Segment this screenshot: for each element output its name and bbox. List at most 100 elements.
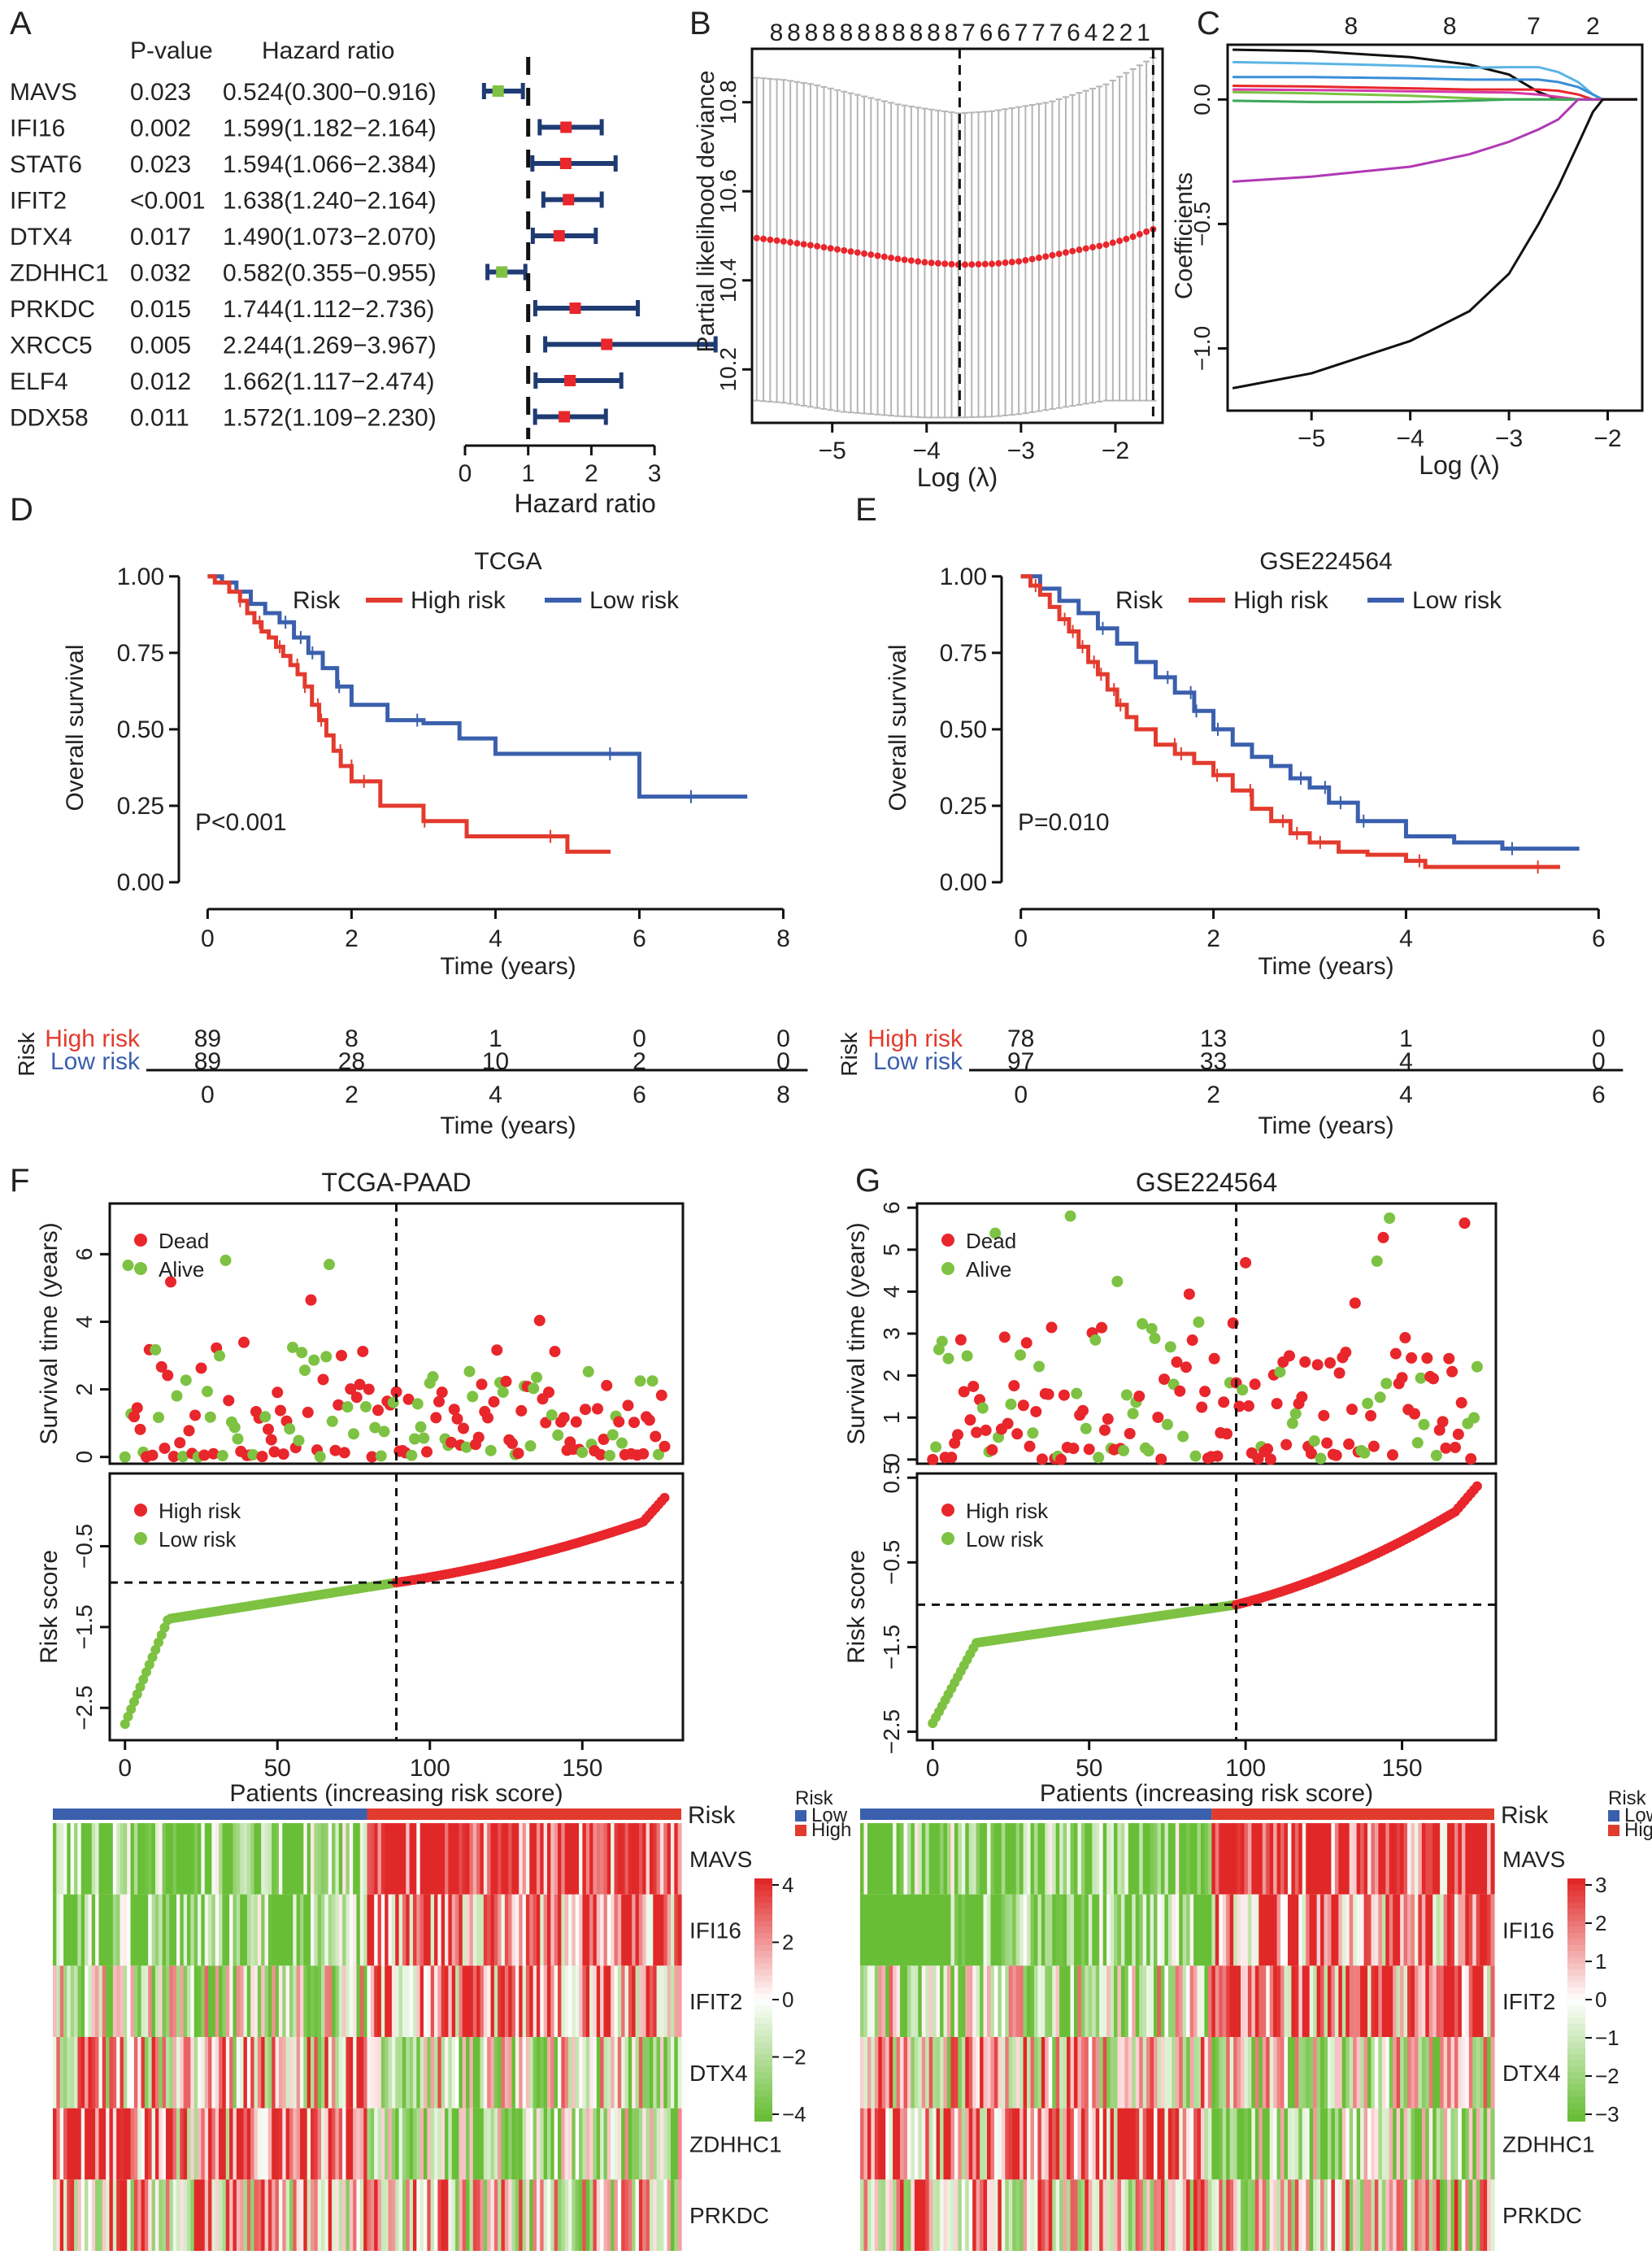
heatmap-cell [1490, 2037, 1495, 2109]
heatmap-cell [572, 2037, 576, 2109]
heatmap-cell [1135, 1894, 1140, 1966]
heatmap-cell [954, 1965, 959, 2037]
x-tick-label: −3 [1495, 425, 1523, 452]
dead-point [1242, 1400, 1254, 1412]
heatmap-cell [1128, 2108, 1132, 2180]
heatmap-cell [946, 2179, 952, 2251]
heatmap-cell [198, 1965, 202, 2037]
heatmap-cell [342, 1894, 347, 1966]
dead-point [1152, 1411, 1164, 1423]
hr-ci-label: 0.524(0.300−0.916) [223, 79, 437, 106]
heatmap-cell [656, 1965, 661, 2037]
heatmap-cell [980, 2108, 985, 2180]
km-curve-high [207, 574, 611, 854]
heatmap-cell [243, 2037, 248, 2109]
color-scale-step [754, 2005, 772, 2013]
heatmap-cell [462, 2108, 467, 2180]
heatmap-cell [59, 2108, 64, 2180]
heatmap-cell [617, 1823, 622, 1895]
alive-point [653, 1448, 664, 1460]
heatmap-cell [1324, 1823, 1328, 1895]
heatmap-cell [878, 1823, 883, 1895]
heatmap-cell [1241, 2108, 1246, 2180]
heatmap-cell [1241, 2037, 1246, 2109]
deviance-point [880, 253, 888, 260]
heatmap-cell [1175, 1823, 1180, 1895]
dead-point [967, 1380, 980, 1392]
heatmap-cell [1483, 1965, 1488, 2037]
heatmap-cell [1284, 1823, 1289, 1895]
heatmap-cell [1454, 2108, 1459, 2180]
heatmap-cell [1316, 2037, 1321, 2109]
heatmap-cell [80, 2037, 85, 2109]
gene-label: IFI16 [10, 115, 65, 142]
heatmap-cell [1211, 2037, 1216, 2109]
heatmap-cell [1487, 2179, 1492, 2251]
heatmap-cell [874, 1894, 879, 1966]
heatmap-cell [116, 1823, 121, 1895]
heatmap-cell [455, 1965, 460, 2037]
heatmap-cell [1385, 1965, 1390, 2037]
heatmap-cell [476, 1965, 481, 2037]
alive-point [204, 1411, 216, 1423]
heatmap-cell [451, 1965, 456, 2037]
heatmap-cell [116, 1965, 121, 2037]
heatmap-cell [653, 2108, 658, 2180]
heatmap-cell [533, 2108, 537, 2180]
heatmap-cell [1175, 1965, 1180, 2037]
heatmap-cell [346, 2037, 350, 2109]
heatmap-cell [632, 1894, 637, 1966]
dead-point [1180, 1361, 1192, 1373]
heatmap-cell [1135, 2108, 1140, 2180]
heatmap-cell [321, 1823, 325, 1895]
heatmap-cell [519, 1965, 524, 2037]
heatmap-cell [903, 2179, 908, 2251]
heatmap-cell [144, 1894, 149, 1966]
dead-point [1030, 1405, 1042, 1417]
heatmap-cell [176, 2108, 180, 2180]
heatmap-cell [1428, 1823, 1433, 1895]
heatmap-cell [871, 1823, 876, 1895]
heatmap-cell [983, 2179, 988, 2251]
heatmap-cell [606, 2108, 611, 2180]
heatmap-cell [1428, 2037, 1433, 2109]
heatmap-cell [617, 1894, 622, 1966]
heatmap-cell [1334, 2108, 1339, 2180]
heatmap-cell [412, 2108, 417, 2180]
heatmap-cell [1447, 2108, 1452, 2180]
color-scale-step [754, 1951, 772, 1958]
heatmap-cell [317, 2179, 322, 2251]
deviance-point [1109, 239, 1116, 246]
heatmap-cell [1487, 1823, 1492, 1895]
heatmap-cell [1374, 2037, 1379, 2109]
dead-point [1133, 1391, 1146, 1403]
dead-point [372, 1404, 384, 1417]
dead-point [1446, 1365, 1459, 1378]
heatmap-cell [88, 2179, 93, 2251]
color-scale-step [754, 2096, 772, 2104]
heatmap-cell [109, 1823, 114, 1895]
heatmap-gene-label: IFI16 [1502, 1918, 1554, 1943]
heatmap-cell [233, 1965, 237, 2037]
heatmap-cell [1269, 1823, 1274, 1895]
panel-label-f: F [10, 1163, 29, 1199]
alive-point [293, 1434, 305, 1447]
heatmap-cell [1106, 2037, 1111, 2109]
heatmap-cell [130, 1894, 135, 1966]
heatmap-cell [359, 2108, 364, 2180]
heatmap-cell [1443, 2037, 1448, 2109]
heatmap-cell [889, 1894, 893, 1966]
y-tick-label: 10.6 [715, 169, 741, 214]
heatmap-cell [1468, 2037, 1473, 2109]
heatmap-cell [229, 1823, 234, 1895]
heatmap-cell [1073, 1965, 1079, 2037]
heatmap-cell [554, 2179, 559, 2251]
heatmap-cell [176, 1965, 180, 2037]
heatmap-cell [59, 2179, 64, 2251]
heatmap-cell [1385, 2179, 1390, 2251]
heatmap-cell [925, 1823, 930, 1895]
heatmap-cell [1233, 2037, 1238, 2109]
heatmap-cell [201, 1965, 206, 2037]
heatmap-cell [638, 1965, 643, 2037]
heatmap-cell [388, 1823, 393, 1895]
